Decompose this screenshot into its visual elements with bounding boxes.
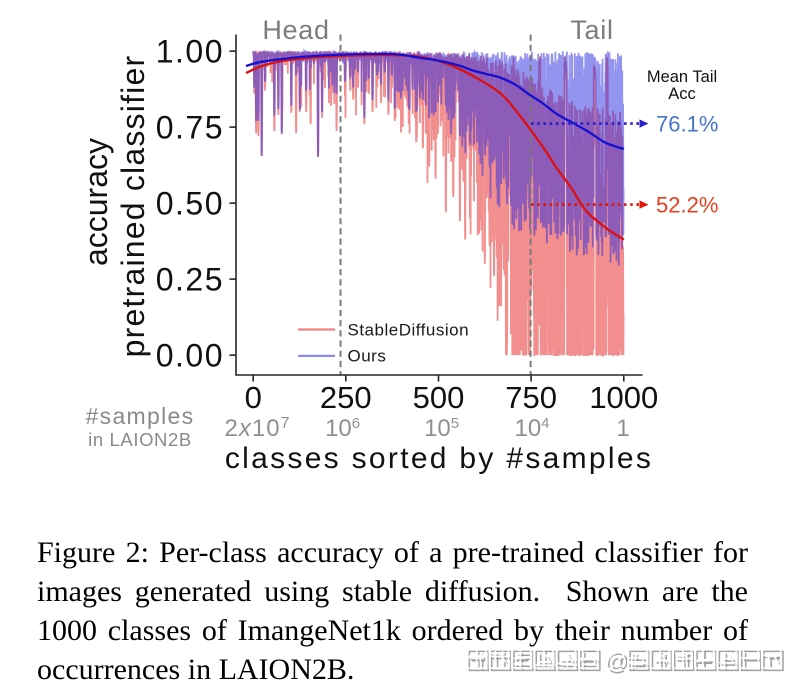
svg-text:@: @ bbox=[604, 647, 627, 673]
svg-text:#samples: #samples bbox=[86, 403, 195, 429]
svg-text:2x107: 2x107 bbox=[225, 415, 290, 442]
svg-text:Head: Head bbox=[262, 15, 329, 45]
svg-text:Tail: Tail bbox=[570, 15, 613, 45]
svg-text:classes sorted by #samples: classes sorted by #samples bbox=[225, 442, 653, 475]
svg-text:pretrained classifier: pretrained classifier bbox=[115, 55, 151, 358]
svg-text:1.00: 1.00 bbox=[156, 33, 224, 69]
svg-text:accuracy: accuracy bbox=[78, 138, 114, 266]
svg-text:@: @ bbox=[606, 649, 629, 675]
svg-text:StableDiffusion: StableDiffusion bbox=[348, 321, 470, 340]
svg-text:52.2%: 52.2% bbox=[656, 193, 718, 218]
svg-text:Mean Tail: Mean Tail bbox=[647, 68, 717, 86]
svg-text:Ours: Ours bbox=[348, 347, 387, 366]
svg-text:105: 105 bbox=[424, 415, 459, 442]
svg-text:500: 500 bbox=[413, 380, 465, 415]
svg-text:in LAION2B: in LAION2B bbox=[88, 429, 192, 450]
svg-text:0: 0 bbox=[245, 380, 262, 415]
svg-text:0.50: 0.50 bbox=[156, 185, 224, 221]
svg-text:Acc: Acc bbox=[668, 85, 696, 103]
svg-text:1000: 1000 bbox=[589, 380, 658, 415]
svg-text:0.00: 0.00 bbox=[156, 337, 224, 373]
svg-text:750: 750 bbox=[505, 380, 557, 415]
svg-text:104: 104 bbox=[514, 415, 549, 442]
svg-text:250: 250 bbox=[320, 380, 372, 415]
svg-text:76.1%: 76.1% bbox=[656, 112, 718, 137]
svg-text:106: 106 bbox=[325, 415, 360, 442]
svg-text:0.25: 0.25 bbox=[156, 261, 224, 297]
svg-text:1: 1 bbox=[616, 415, 629, 442]
svg-text:0.75: 0.75 bbox=[156, 109, 224, 145]
